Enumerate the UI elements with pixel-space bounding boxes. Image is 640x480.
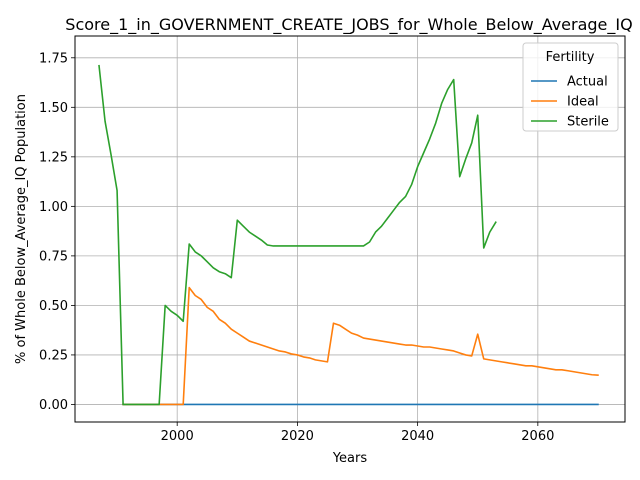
legend-label-ideal: Ideal: [567, 95, 599, 110]
x-axis-label: Years: [332, 451, 368, 466]
y-tick-label: 1.00: [39, 200, 68, 215]
legend-box: [522, 42, 619, 132]
x-axis: 2000 2020 2040 2060: [161, 422, 554, 444]
legend-label-sterile: Sterile: [567, 115, 609, 130]
y-axis-label: % of Whole Below_Average_IQ Population: [14, 94, 29, 364]
legend-title: Fertility: [546, 50, 595, 65]
y-tick-label: 1.25: [39, 150, 68, 165]
y-axis: 0.00 0.25 0.50 0.75 1.00 1.25 1.50 1.75: [39, 51, 75, 413]
series-lines: [98, 64, 599, 406]
y-tick-label: 1.50: [39, 101, 68, 116]
legend: Fertility Actual Ideal Sterile: [522, 42, 619, 132]
plot-area-frame: [74, 35, 626, 423]
legend-label-actual: Actual: [567, 75, 608, 90]
y-tick-label: 0.25: [39, 348, 68, 363]
chart-title: Score_1_in_GOVERNMENT_CREATE_JOBS_for_Wh…: [65, 15, 632, 35]
series-line-sterile: [98, 64, 497, 406]
x-tick-label: 2020: [281, 429, 314, 444]
y-tick-label: 0.75: [39, 249, 68, 264]
x-tick-label: 2060: [521, 429, 554, 444]
x-tick-label: 2040: [401, 429, 434, 444]
y-tick-label: 1.75: [39, 51, 68, 66]
y-tick-label: 0.00: [39, 398, 68, 413]
series-line-ideal: [122, 286, 599, 406]
x-tick-label: 2000: [161, 429, 194, 444]
y-tick-label: 0.50: [39, 299, 68, 314]
